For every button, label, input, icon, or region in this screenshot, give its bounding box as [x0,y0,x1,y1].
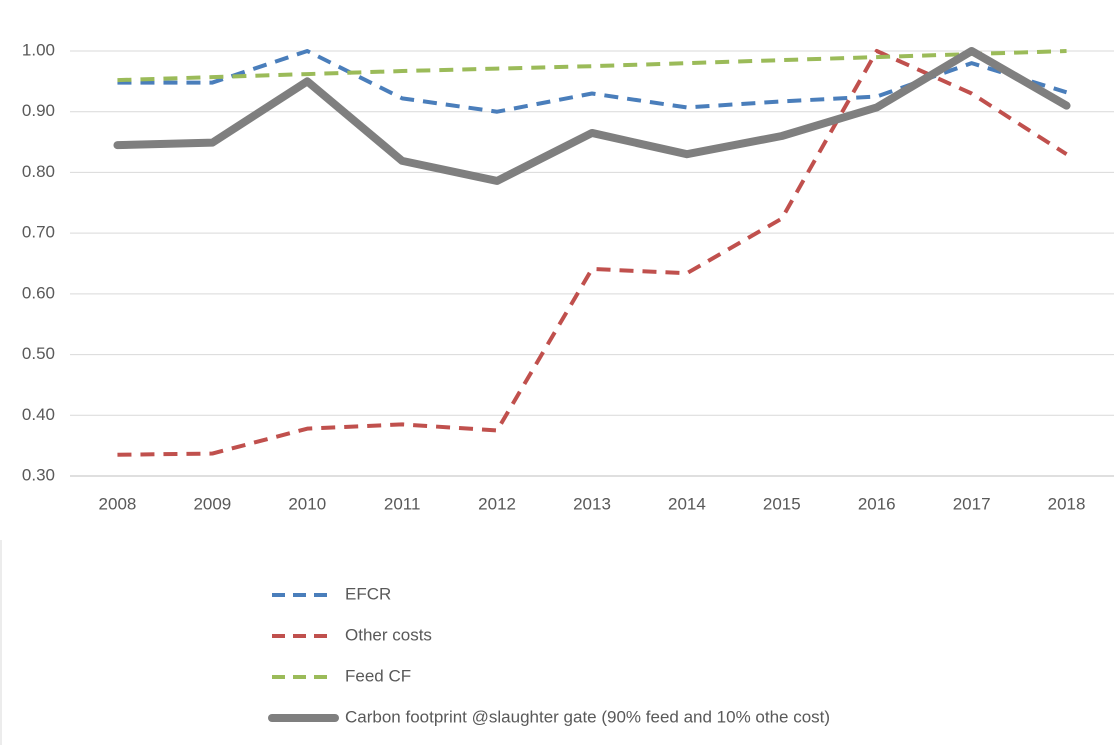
y-tick-label: 0.60 [22,283,55,302]
y-tick-label: 0.30 [22,465,55,484]
x-tick-label: 2014 [668,494,706,513]
y-tick-label: 0.40 [22,405,55,424]
legend-label: EFCR [345,584,391,603]
series-line [113,47,1071,185]
x-tick-label: 2016 [858,494,896,513]
y-tick-label: 0.50 [22,344,55,363]
x-tick-label: 2013 [573,494,611,513]
y-tick-label: 0.80 [22,162,55,181]
y-tick-label: 0.90 [22,101,55,120]
series-line [117,49,1067,83]
x-tick-label: 2008 [99,494,137,513]
x-tick-label: 2015 [763,494,801,513]
x-tick-label: 2009 [193,494,231,513]
x-tick-label: 2017 [953,494,991,513]
y-tick-label: 0.70 [22,223,55,242]
legend-label: Carbon footprint @slaughter gate (90% fe… [345,707,830,726]
legend-label: Feed CF [345,666,411,685]
series-line [117,49,1068,457]
x-tick-label: 2012 [478,494,516,513]
x-tick-label: 2011 [384,494,421,513]
x-tick-label: 2010 [288,494,326,513]
x-tick-label: 2018 [1048,494,1086,513]
y-tick-label: 1.00 [22,40,55,59]
legend-label: Other costs [345,625,432,644]
